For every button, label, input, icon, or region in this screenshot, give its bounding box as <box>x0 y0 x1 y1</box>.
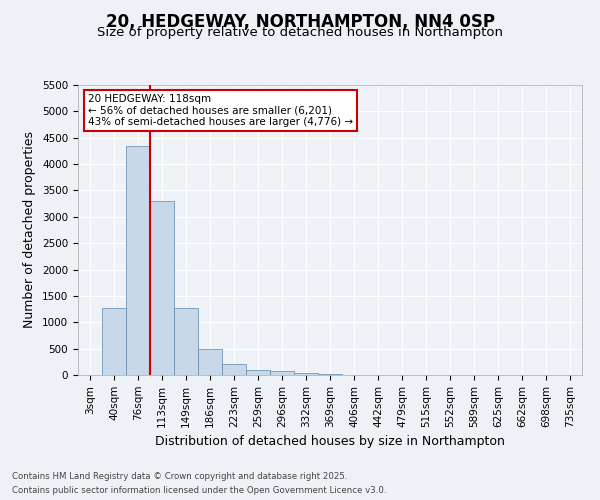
Bar <box>318 374 342 375</box>
Bar <box>198 348 222 375</box>
Bar <box>102 308 126 375</box>
Text: Size of property relative to detached houses in Northampton: Size of property relative to detached ho… <box>97 26 503 39</box>
Bar <box>294 374 318 375</box>
Text: 20 HEDGEWAY: 118sqm
← 56% of detached houses are smaller (6,201)
43% of semi-det: 20 HEDGEWAY: 118sqm ← 56% of detached ho… <box>88 94 353 127</box>
Text: 20, HEDGEWAY, NORTHAMPTON, NN4 0SP: 20, HEDGEWAY, NORTHAMPTON, NN4 0SP <box>106 12 494 30</box>
Bar <box>246 370 270 375</box>
Bar <box>222 364 246 375</box>
X-axis label: Distribution of detached houses by size in Northampton: Distribution of detached houses by size … <box>155 435 505 448</box>
Bar <box>150 201 174 375</box>
Bar <box>126 146 150 375</box>
Text: Contains public sector information licensed under the Open Government Licence v3: Contains public sector information licen… <box>12 486 386 495</box>
Y-axis label: Number of detached properties: Number of detached properties <box>23 132 37 328</box>
Bar <box>270 372 294 375</box>
Bar <box>174 308 198 375</box>
Text: Contains HM Land Registry data © Crown copyright and database right 2025.: Contains HM Land Registry data © Crown c… <box>12 472 347 481</box>
